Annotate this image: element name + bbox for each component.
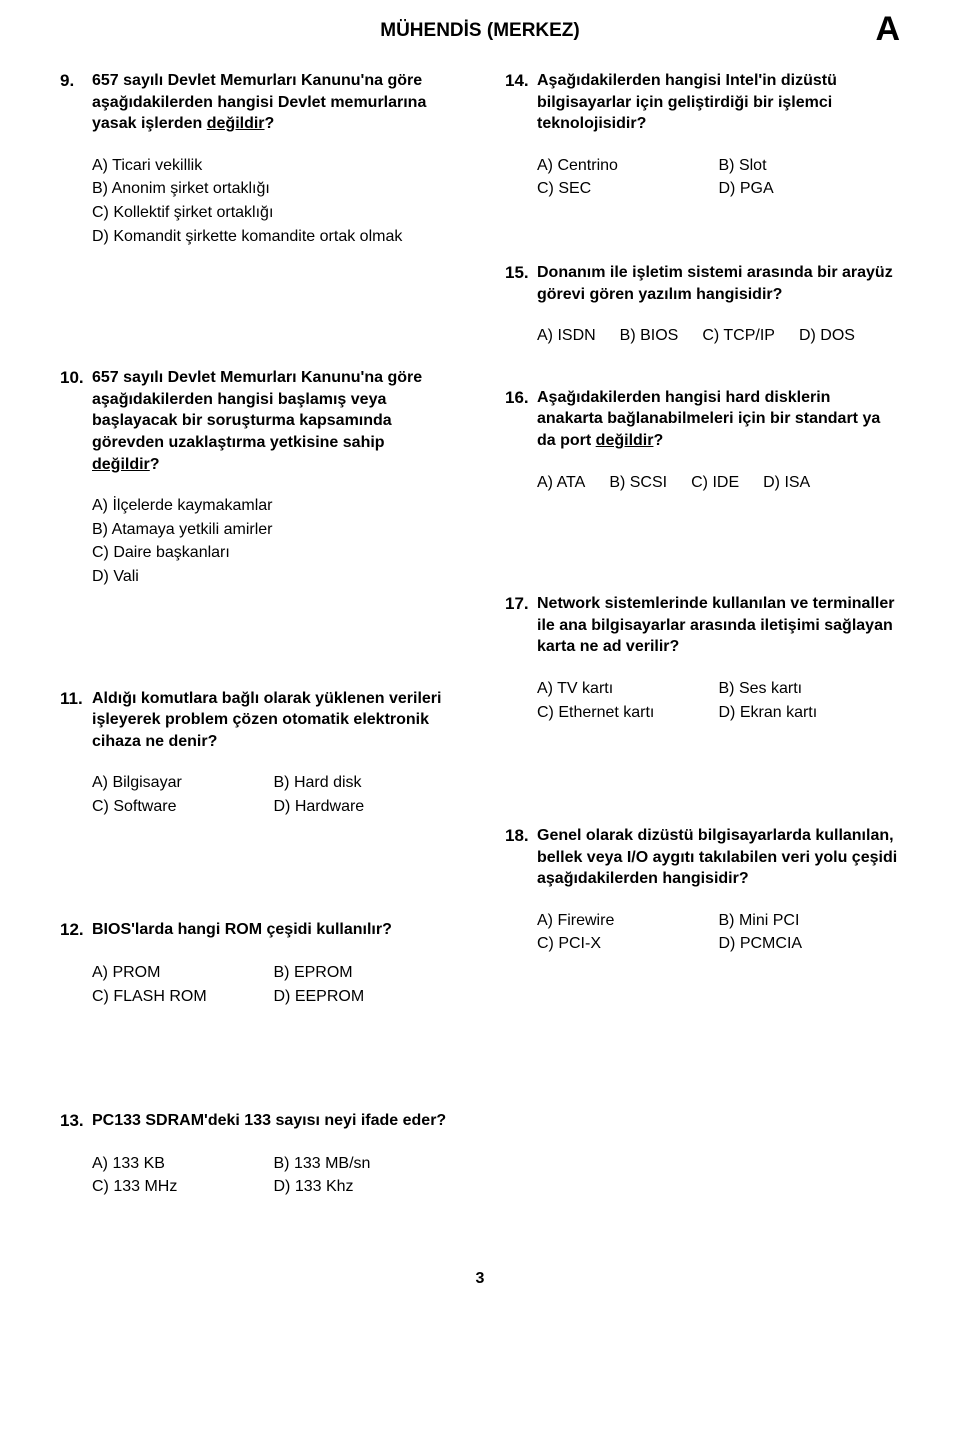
question-text: 657 sayılı Devlet Memurları Kanunu'na gö… (92, 70, 455, 135)
option-d: D) Vali (92, 566, 455, 588)
options: A) TV kartı B) Ses kartı C) Ethernet kar… (537, 678, 900, 725)
question-text: Network sistemlerinde kullanılan ve term… (537, 593, 900, 658)
question-16: 16. Aşağıdakilerden hangisi hard diskler… (505, 387, 900, 493)
question-number: 10. (60, 367, 92, 390)
option-d: D) Hardware (274, 796, 456, 818)
left-column: 9. 657 sayılı Devlet Memurları Kanunu'na… (60, 70, 455, 1240)
options: A) Centrino B) Slot C) SEC D) PGA (537, 155, 900, 202)
option-c: C) FLASH ROM (92, 986, 274, 1008)
question-text: Aldığı komutlara bağlı olarak yüklenen v… (92, 688, 455, 753)
options: A) Firewire B) Mini PCI C) PCI-X D) PCMC… (537, 910, 900, 957)
question-text: Aşağıdakilerden hangisi hard disklerin a… (537, 387, 900, 452)
question-number: 11. (60, 688, 92, 711)
options: A) Ticari vekillik B) Anonim şirket orta… (92, 155, 455, 247)
option-d: D) Komandit şirkette komandite ortak olm… (92, 226, 455, 248)
options: A) 133 KB B) 133 MB/sn C) 133 MHz D) 133… (92, 1153, 455, 1200)
question-number: 9. (60, 70, 92, 93)
option-a: A) 133 KB (92, 1153, 274, 1175)
option-c: C) TCP/IP (702, 325, 775, 347)
option-b: B) EPROM (274, 962, 456, 984)
option-c: C) PCI-X (537, 933, 719, 955)
options: A) Bilgisayar B) Hard disk C) Software D… (92, 772, 455, 819)
page-header: MÜHENDİS (MERKEZ) A (60, 20, 900, 60)
option-b: B) Mini PCI (719, 910, 901, 932)
question-number: 12. (60, 919, 92, 942)
option-a: A) Ticari vekillik (92, 155, 455, 177)
option-a: A) ISDN (537, 325, 596, 347)
question-text: BIOS'larda hangi ROM çeşidi kullanılır? (92, 919, 392, 941)
option-c: C) Ethernet kartı (537, 702, 719, 724)
option-a: A) ATA (537, 472, 585, 494)
option-a: A) Bilgisayar (92, 772, 274, 794)
option-c: C) Kollektif şirket ortaklığı (92, 202, 455, 224)
options: A) İlçelerde kaymakamlar B) Atamaya yetk… (92, 495, 455, 587)
option-b: B) Atamaya yetkili amirler (92, 519, 455, 541)
option-d: D) PCMCIA (719, 933, 901, 955)
question-11: 11. Aldığı komutlara bağlı olarak yüklen… (60, 688, 455, 820)
option-d: D) 133 Khz (274, 1176, 456, 1198)
question-10: 10. 657 sayılı Devlet Memurları Kanunu'n… (60, 367, 455, 587)
question-9: 9. 657 sayılı Devlet Memurları Kanunu'na… (60, 70, 455, 247)
question-14: 14. Aşağıdakilerden hangisi Intel'in diz… (505, 70, 900, 202)
option-a: A) Firewire (537, 910, 719, 932)
question-17: 17. Network sistemlerinde kullanılan ve … (505, 593, 900, 725)
exam-title: MÜHENDİS (MERKEZ) (380, 20, 580, 42)
option-c: C) IDE (691, 472, 739, 494)
options: A) ISDN B) BIOS C) TCP/IP D) DOS (537, 325, 900, 347)
question-number: 18. (505, 825, 537, 848)
question-15: 15. Donanım ile işletim sistemi arasında… (505, 262, 900, 347)
option-a: A) TV kartı (537, 678, 719, 700)
option-b: B) Slot (719, 155, 901, 177)
question-number: 15. (505, 262, 537, 285)
option-d: D) ISA (763, 472, 810, 494)
question-text: Donanım ile işletim sistemi arasında bir… (537, 262, 900, 305)
question-number: 13. (60, 1110, 92, 1133)
option-b: B) Ses kartı (719, 678, 901, 700)
exam-page: MÜHENDİS (MERKEZ) A 9. 657 sayılı Devlet… (0, 0, 960, 1318)
option-a: A) İlçelerde kaymakamlar (92, 495, 455, 517)
option-d: D) EEPROM (274, 986, 456, 1008)
option-c: C) SEC (537, 178, 719, 200)
option-c: C) Daire başkanları (92, 542, 455, 564)
option-d: D) PGA (719, 178, 901, 200)
right-column: 14. Aşağıdakilerden hangisi Intel'in diz… (505, 70, 900, 1240)
question-13: 13. PC133 SDRAM'deki 133 sayısı neyi ifa… (60, 1110, 455, 1200)
option-b: B) Anonim şirket ortaklığı (92, 178, 455, 200)
question-number: 14. (505, 70, 537, 93)
question-number: 16. (505, 387, 537, 410)
question-text: Genel olarak dizüstü bilgisayarlarda kul… (537, 825, 900, 890)
option-c: C) Software (92, 796, 274, 818)
question-number: 17. (505, 593, 537, 616)
option-c: C) 133 MHz (92, 1176, 274, 1198)
question-text: PC133 SDRAM'deki 133 sayısı neyi ifade e… (92, 1110, 446, 1132)
booklet-letter: A (875, 10, 900, 49)
option-b: B) Hard disk (274, 772, 456, 794)
option-a: A) PROM (92, 962, 274, 984)
question-text: 657 sayılı Devlet Memurları Kanunu'na gö… (92, 367, 455, 475)
option-a: A) Centrino (537, 155, 719, 177)
question-12: 12. BIOS'larda hangi ROM çeşidi kullanıl… (60, 919, 455, 1009)
options: A) ATA B) SCSI C) IDE D) ISA (537, 472, 900, 494)
option-b: B) BIOS (620, 325, 679, 347)
question-text: Aşağıdakilerden hangisi Intel'in dizüstü… (537, 70, 900, 135)
question-18: 18. Genel olarak dizüstü bilgisayarlarda… (505, 825, 900, 957)
option-b: B) 133 MB/sn (274, 1153, 456, 1175)
option-d: D) DOS (799, 325, 855, 347)
option-d: D) Ekran kartı (719, 702, 901, 724)
page-number: 3 (60, 1270, 900, 1288)
content-columns: 9. 657 sayılı Devlet Memurları Kanunu'na… (60, 70, 900, 1240)
options: A) PROM B) EPROM C) FLASH ROM D) EEPROM (92, 962, 455, 1009)
option-b: B) SCSI (609, 472, 667, 494)
